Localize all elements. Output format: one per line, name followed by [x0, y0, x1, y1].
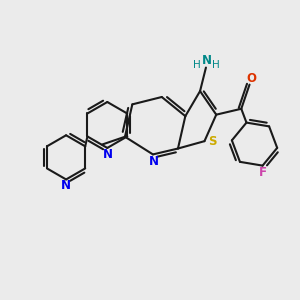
Text: N: N: [103, 148, 113, 161]
Text: H: H: [193, 60, 201, 70]
Text: N: N: [148, 155, 158, 168]
Text: F: F: [259, 166, 267, 179]
Text: N: N: [202, 54, 212, 67]
Text: N: N: [61, 179, 70, 192]
Text: H: H: [212, 60, 220, 70]
Text: S: S: [208, 135, 217, 148]
Text: O: O: [246, 72, 256, 85]
